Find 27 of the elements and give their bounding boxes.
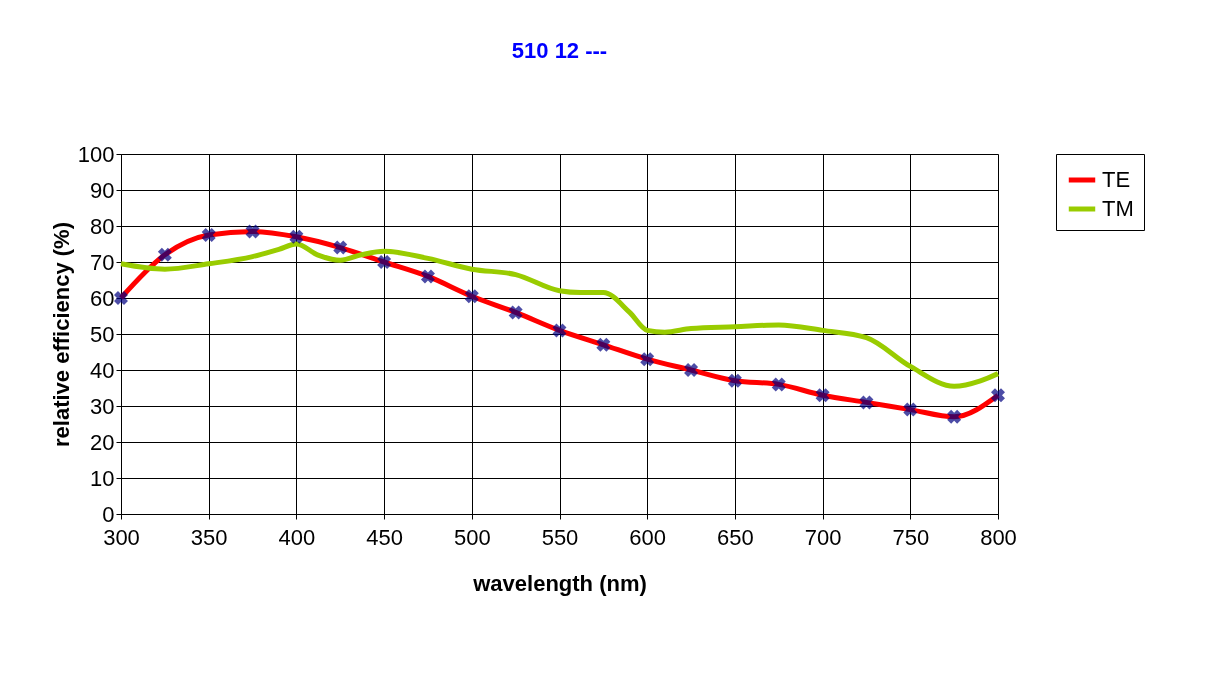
y-tick-label: 30 [90, 393, 115, 419]
y-tick-label: 0 [102, 501, 115, 527]
y-tick-label: 70 [90, 249, 115, 275]
x-tick-label: 600 [629, 524, 667, 550]
y-tick-label: 40 [90, 357, 115, 383]
chart-title: 510 12 --- [511, 38, 608, 63]
x-tick-label: 700 [804, 524, 842, 550]
x-tick-label: 500 [453, 524, 491, 550]
y-tick-label: 90 [90, 177, 115, 203]
y-tick-label: 100 [77, 141, 115, 167]
y-axis-title: relative efficiency (%) [48, 222, 74, 447]
x-tick-label: 550 [541, 524, 579, 550]
x-tick-label: 300 [103, 524, 140, 550]
y-tick-label: 10 [90, 465, 115, 491]
x-tick-label: 750 [892, 524, 930, 550]
y-tick-label: 60 [90, 285, 115, 311]
x-axis-title: wavelength (nm) [472, 570, 647, 596]
y-tick-label: 80 [90, 213, 115, 239]
x-tick-label: 450 [366, 524, 403, 550]
y-tick-label: 20 [90, 429, 115, 455]
legend-label: TE [1102, 167, 1131, 192]
x-tick-label: 800 [980, 524, 1017, 550]
x-tick-label: 350 [190, 524, 228, 550]
y-tick-label: 50 [90, 321, 115, 347]
x-tick-label: 650 [717, 524, 754, 550]
x-tick-label: 400 [278, 524, 316, 550]
legend-label: TM [1102, 196, 1134, 221]
